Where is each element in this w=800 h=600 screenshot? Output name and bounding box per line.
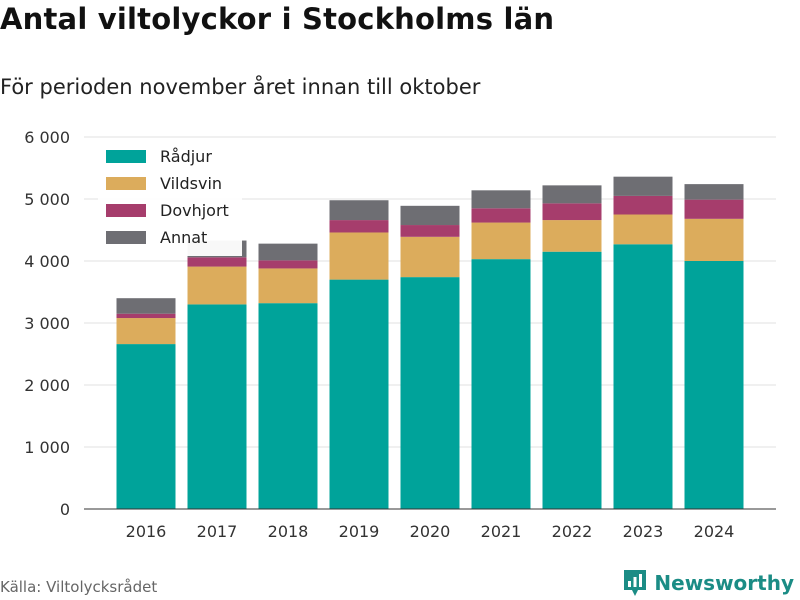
y-tick-label: 1 000 <box>24 438 70 457</box>
bar-segment-vildsvin <box>329 232 389 280</box>
newsworthy-logo-icon <box>624 570 647 596</box>
bar-segment-vildsvin <box>471 222 531 260</box>
legend-swatch <box>106 150 146 163</box>
bar-segment-vildsvin <box>187 266 247 305</box>
legend-swatch <box>106 231 146 244</box>
bar-segment-rådjur <box>542 251 602 509</box>
bar-segment-dovhjort <box>542 203 602 221</box>
bar-segment-rådjur <box>329 279 389 509</box>
brand-name: Newsworthy <box>654 571 794 595</box>
legend-label: Rådjur <box>160 147 212 166</box>
bar-segment-rådjur <box>471 259 531 509</box>
x-tick-label: 2023 <box>623 522 664 541</box>
bar-segment-annat <box>116 298 176 314</box>
y-tick-label: 5 000 <box>24 190 70 209</box>
bar-segment-vildsvin <box>613 214 673 245</box>
bar-segment-dovhjort <box>258 260 318 269</box>
x-tick-label: 2024 <box>694 522 735 541</box>
bar-segment-dovhjort <box>613 195 673 215</box>
x-tick-label: 2016 <box>126 522 167 541</box>
x-tick-label: 2017 <box>197 522 238 541</box>
bar-segment-rådjur <box>684 261 744 509</box>
axis-layer: 0 1 000 2 000 3 000 4 000 5 000 6 000 2016 2017 2… <box>24 128 776 541</box>
legend-swatch <box>106 204 146 217</box>
legend-swatch <box>106 177 146 190</box>
bar-segment-annat <box>613 176 673 196</box>
stacked-bar-chart: 0 1 000 2 000 3 000 4 000 5 000 6 000 2016 2017 2… <box>24 128 776 541</box>
bar-segment-annat <box>542 185 602 204</box>
x-tick-label: 2021 <box>481 522 522 541</box>
legend-label: Annat <box>160 228 207 247</box>
bar-segment-vildsvin <box>258 268 318 304</box>
bar-layer <box>116 176 744 509</box>
chart-title: Antal viltolyckor i Stockholms län <box>0 2 555 36</box>
y-tick-label: 0 <box>60 500 70 519</box>
bar-segment-rådjur <box>400 277 460 509</box>
bar-segment-rådjur <box>258 303 318 509</box>
bar-segment-vildsvin <box>542 220 602 252</box>
legend-label: Vildsvin <box>160 174 222 193</box>
legend-label: Dovhjort <box>160 201 229 220</box>
bar-segment-dovhjort <box>400 225 460 237</box>
bar-segment-annat <box>471 190 531 209</box>
x-tick-label: 2022 <box>552 522 593 541</box>
bar-segment-annat <box>400 205 460 226</box>
source-note: Källa: Viltolycksrådet <box>0 578 158 596</box>
bar-segment-dovhjort <box>116 313 176 319</box>
bar-segment-dovhjort <box>329 220 389 233</box>
bar-segment-vildsvin <box>684 218 744 261</box>
x-tick-label: 2019 <box>339 522 380 541</box>
bar-segment-rådjur <box>116 344 176 509</box>
chart-subtitle: För perioden november året innan till ok… <box>0 75 481 99</box>
bar-segment-annat <box>258 243 318 261</box>
bar-segment-rådjur <box>613 244 673 509</box>
bar-segment-rådjur <box>187 304 247 509</box>
bar-segment-dovhjort <box>684 199 744 219</box>
y-tick-label: 4 000 <box>24 252 70 271</box>
x-tick-label: 2020 <box>410 522 451 541</box>
bar-segment-annat <box>329 200 389 221</box>
brand: Newsworthy <box>622 568 794 598</box>
bar-segment-dovhjort <box>471 208 531 223</box>
y-tick-label: 2 000 <box>24 376 70 395</box>
bar-segment-annat <box>684 184 744 200</box>
bar-segment-vildsvin <box>116 318 176 345</box>
y-tick-label: 6 000 <box>24 128 70 147</box>
bar-segment-dovhjort <box>187 257 247 267</box>
bar-segment-vildsvin <box>400 236 460 278</box>
y-tick-label: 3 000 <box>24 314 70 333</box>
legend: Rådjur Vildsvin Dovhjort Annat <box>98 142 242 256</box>
x-tick-label: 2018 <box>268 522 309 541</box>
